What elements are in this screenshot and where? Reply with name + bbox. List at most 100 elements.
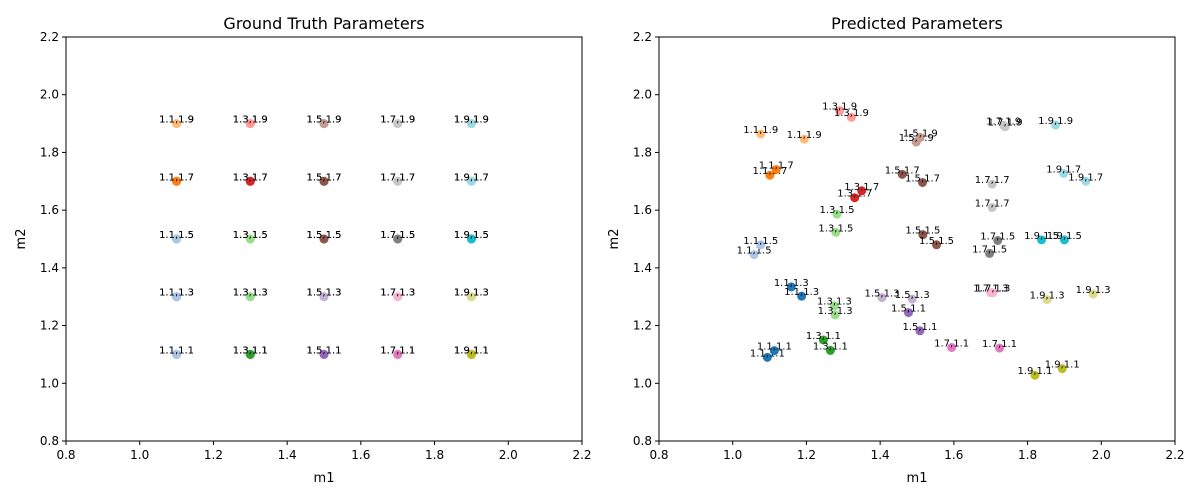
plot-frame [658,36,1176,442]
data-point [988,288,998,298]
data-point [995,343,1005,353]
data-point [797,291,807,301]
data-label: 1.3,1.9 [834,108,869,119]
data-point [319,234,329,244]
data-label: 1.1,1.5 [737,246,772,257]
data-point [915,326,925,336]
data-label: 1.1,1.1 [159,345,194,356]
data-point [799,134,809,144]
data-point [1088,289,1098,299]
data-point [832,209,842,219]
data-label: 1.3,1.3 [817,297,852,308]
data-label: 1.3,1.1 [806,331,841,342]
data-point [829,301,839,311]
data-point [915,132,925,142]
data-label: 1.3,1.7 [233,172,268,183]
data-point [1000,122,1010,132]
data-label: 1.1,1.9 [743,125,778,136]
data-point [393,349,403,359]
data-label: 1.5,1.5 [905,226,940,237]
data-label: 1.9,1.5 [1047,231,1082,242]
data-point [818,335,828,345]
y-axis-label: m2 [14,229,29,250]
data-label: 1.9,1.5 [1024,231,1059,242]
data-point [466,176,476,186]
data-point [466,119,476,129]
y-tick-label: 0.8 [633,434,652,448]
data-label: 1.1,1.3 [784,287,819,298]
x-tick-label: 1.2 [204,448,223,462]
x-axis-label: m1 [907,471,928,486]
x-tick-label: 1.8 [1018,448,1037,462]
y-axis-label: m2 [607,229,622,250]
data-point [985,248,995,258]
x-tick-label: 2.2 [572,448,591,462]
data-label: 1.7,1.1 [380,345,415,356]
data-point [172,234,182,244]
y-tick-label: 1.8 [40,145,59,159]
data-point [1057,364,1067,374]
data-point [846,112,856,122]
data-point [993,235,1003,245]
data-point [825,345,835,355]
x-tick-label: 1.4 [278,448,297,462]
data-point [1042,295,1052,305]
data-point [172,349,182,359]
data-point [857,186,867,196]
data-label: 1.3,1.5 [820,205,855,216]
chart-title: Predicted Parameters [831,14,1003,33]
data-point [907,294,917,304]
data-point [918,177,928,187]
data-label: 1.3,1.7 [837,189,872,200]
data-label: 1.1,1.9 [159,115,194,126]
data-point [932,240,942,250]
y-tick-label: 2.0 [633,88,652,102]
y-tick-label: 2.0 [40,88,59,102]
data-point [786,282,796,292]
data-label: 1.9,1.7 [454,172,489,183]
data-label: 1.7,1.7 [975,175,1010,186]
data-label: 1.3,1.1 [233,345,268,356]
chart-panel-1: Ground Truth Parameters 0.8 1.0 1.2 1.4 1.6 1.… [14,14,592,486]
data-point [1081,176,1091,186]
data-point [1037,235,1047,245]
data-point [762,352,772,362]
data-point [897,169,907,179]
data-label: 1.5,1.3 [864,289,899,300]
data-label: 1.7,1.5 [380,230,415,241]
data-point [771,164,781,174]
x-tick-label: 1.2 [797,448,816,462]
x-tick-label: 2.2 [1165,448,1184,462]
data-point [904,308,914,318]
data-point [1051,120,1061,130]
data-label: 1.3,1.5 [818,223,853,234]
data-point [466,292,476,302]
x-tick-label: 0.8 [649,448,668,462]
data-point [319,349,329,359]
data-point [245,119,255,129]
data-label: 1.1,1.7 [759,160,794,171]
x-tick-label: 1.6 [351,448,370,462]
data-point [466,349,476,359]
chart-panel-2: Predicted Parameters 0.8 1.0 1.2 1.4 1.6 1.8 2.… [607,14,1185,486]
data-label: 1.9,1.3 [454,288,489,299]
data-label: 1.5,1.1 [891,304,926,315]
data-point [918,230,928,240]
data-point [835,106,845,116]
data-label: 1.1,1.7 [752,166,787,177]
y-tick-label: 0.8 [40,434,59,448]
y-tick-label: 1.4 [633,261,652,275]
data-label: 1.3,1.3 [233,288,268,299]
data-point [947,343,957,353]
data-label: 1.9,1.7 [1068,172,1103,183]
data-point [319,119,329,129]
data-point [393,176,403,186]
data-label: 1.9,1.7 [1046,164,1081,175]
data-point [172,292,182,302]
data-point [1059,235,1069,245]
data-label: 1.7,1.7 [380,172,415,183]
data-label: 1.7,1.3 [975,284,1010,295]
data-point [987,203,997,213]
data-point [830,310,840,320]
